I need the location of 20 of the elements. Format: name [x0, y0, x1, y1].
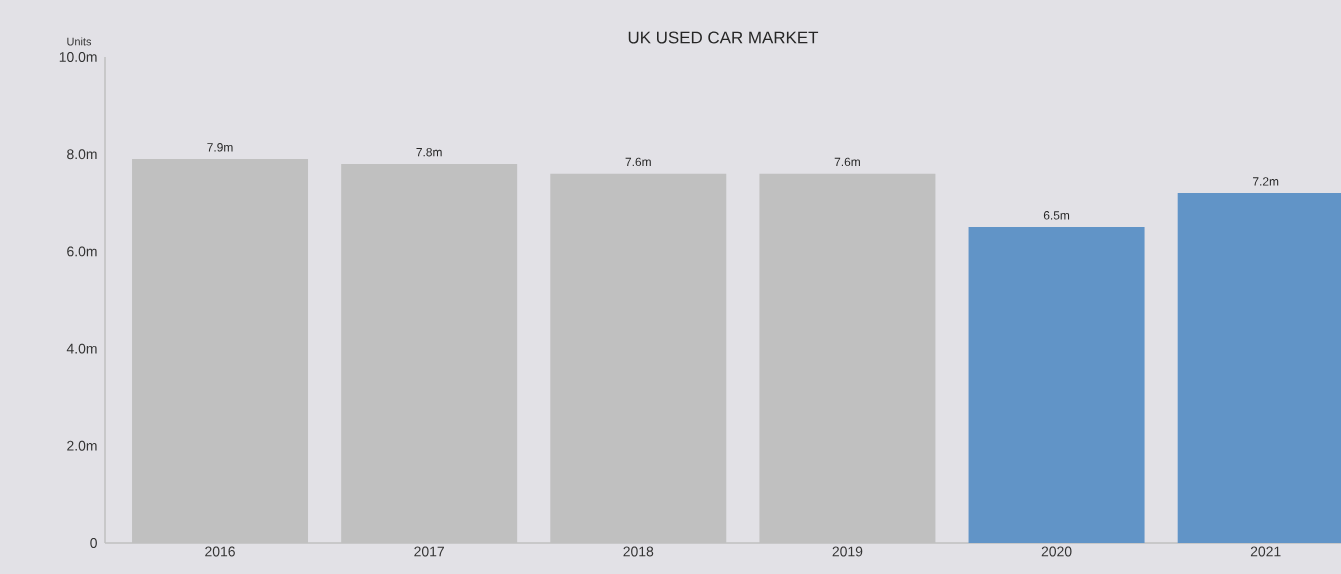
data-label: 7.8m [416, 147, 442, 157]
y-tick-label: 2.0m [67, 440, 97, 451]
data-label: 6.5m [1043, 211, 1070, 220]
y-axis-title: Units [67, 37, 92, 46]
x-tick-label: 2017 [414, 546, 444, 557]
data-label: 7.6m [625, 157, 651, 167]
y-tick-label: 8.0m [67, 149, 97, 160]
data-label: 7.6m [834, 157, 860, 167]
y-tick-label: 4.0m [66, 343, 97, 354]
y-tick-label: 6.0m [67, 246, 97, 257]
y-tick-label: 10.0m [59, 52, 97, 62]
data-label: 7.9m [207, 143, 233, 152]
x-tick-label: 2019 [832, 546, 863, 557]
chart-title: UK USED CAR MARKET [628, 31, 819, 44]
x-tick-label: 2020 [1041, 546, 1072, 557]
x-tick-label: 2021 [1250, 546, 1281, 557]
x-tick-label: 2016 [205, 546, 235, 557]
x-tick-label: 2018 [623, 546, 654, 557]
y-tick-label: 0 [90, 538, 97, 548]
data-label: 7.2m [1253, 177, 1279, 186]
